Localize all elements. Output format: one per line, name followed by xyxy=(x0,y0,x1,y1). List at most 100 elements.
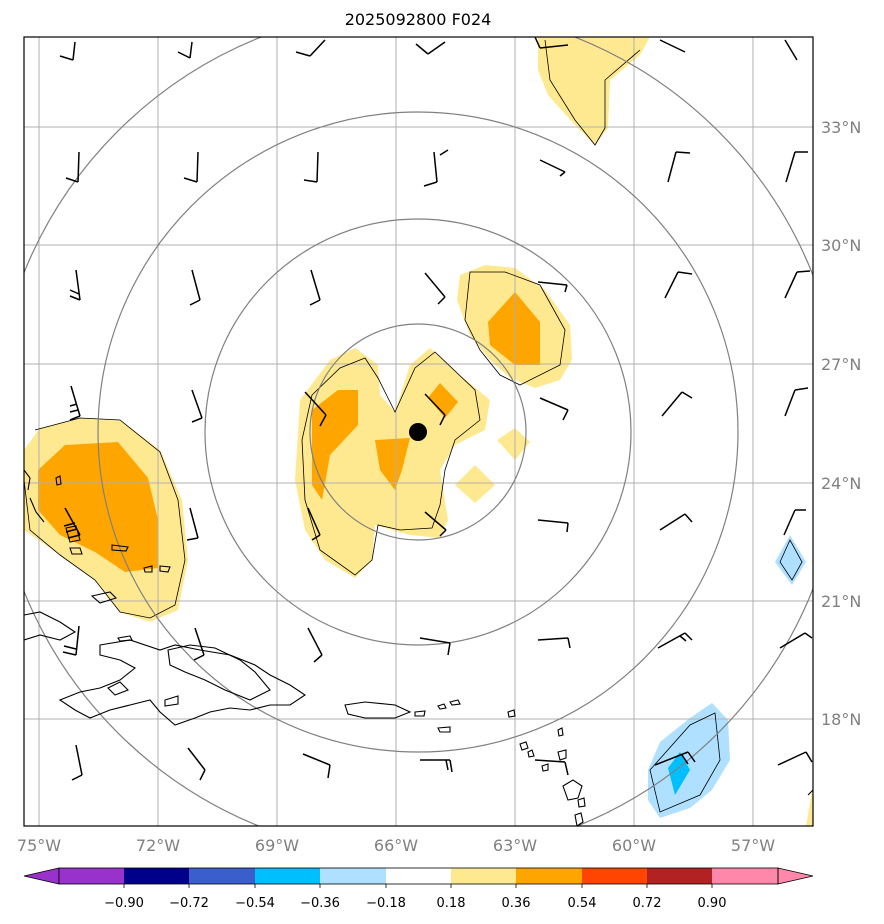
lon-tick-label: 60°W xyxy=(612,836,656,855)
plot-area xyxy=(24,37,813,826)
wind-barb xyxy=(664,271,693,299)
colorbar-segment xyxy=(189,868,255,884)
wind-barb xyxy=(667,151,691,183)
plot-frame xyxy=(23,36,814,827)
colorbar-extend-low xyxy=(23,867,60,885)
island-coast xyxy=(574,812,584,826)
island-coast xyxy=(507,709,516,718)
wind-barb xyxy=(537,281,568,293)
island-coast xyxy=(437,703,447,710)
island-coast xyxy=(527,749,535,758)
wind-barb xyxy=(785,151,808,183)
positive-anomaly-patch xyxy=(806,785,813,826)
wind-barb xyxy=(189,269,201,306)
negative-anomaly-patch xyxy=(775,535,806,585)
colorbar-segment xyxy=(320,868,386,884)
wind-barb xyxy=(661,391,693,417)
wind-barb xyxy=(71,744,83,781)
wind-barb xyxy=(423,149,449,187)
colorbar-label: −0.72 xyxy=(169,896,209,911)
gridlines xyxy=(24,37,813,826)
positive-anomaly-patch xyxy=(455,465,495,503)
positive-anomaly-patch xyxy=(538,37,650,145)
colorbar: −0.90 −0.72 −0.54 −0.36 −0.18 0.18 0.36 … xyxy=(23,867,814,911)
colorbar-segment xyxy=(712,868,778,884)
puerto-rico-coast xyxy=(344,701,412,719)
colorbar-segment xyxy=(451,868,516,884)
colorbar-segment xyxy=(255,868,320,884)
wind-barb xyxy=(186,507,199,541)
wind-barb xyxy=(777,751,813,766)
wind-barb xyxy=(659,513,693,531)
lat-tick-label: 30°N xyxy=(821,236,861,255)
lon-tick-label: 69°W xyxy=(255,836,299,855)
lon-tick-label: 63°W xyxy=(493,836,537,855)
lon-tick-label: 57°W xyxy=(731,836,775,855)
island-coast xyxy=(159,565,171,573)
island-coast xyxy=(90,591,118,604)
wind-barb xyxy=(419,637,451,656)
colorbar-segment xyxy=(582,868,647,884)
wind-barb xyxy=(303,151,319,183)
lat-tick-label: 27°N xyxy=(821,355,861,374)
hispaniola-coast xyxy=(58,639,306,726)
lon-tick-label: 72°W xyxy=(136,836,180,855)
wind-barb xyxy=(415,41,446,55)
strong-positive-anomaly-patch xyxy=(375,438,410,490)
colorbar-segment xyxy=(647,868,712,884)
island-coast xyxy=(69,547,83,555)
colorbar-label: −0.54 xyxy=(235,896,275,911)
wind-barb xyxy=(784,39,798,61)
contour-lines xyxy=(24,39,803,813)
island-coast xyxy=(577,797,586,808)
wind-barb xyxy=(539,397,569,421)
island-coast xyxy=(437,726,451,733)
island-coast xyxy=(111,544,129,552)
island-coast xyxy=(541,763,549,772)
wind-barb xyxy=(69,269,81,301)
island-coast xyxy=(449,699,461,706)
wind-barb xyxy=(537,637,571,649)
wind-barb xyxy=(784,270,811,299)
colorbar-label: 0.36 xyxy=(502,896,531,911)
storm-center-marker xyxy=(409,423,427,441)
colorbar-label: 0.72 xyxy=(633,896,662,911)
negative-anomaly-patch xyxy=(648,703,730,818)
island-coast xyxy=(557,749,567,761)
wind-barbs xyxy=(59,37,813,781)
wind-barb xyxy=(191,389,203,423)
colorbar-extend-high xyxy=(777,867,814,885)
island-coast xyxy=(807,789,813,796)
wind-barb xyxy=(659,39,686,53)
wind-barb xyxy=(302,753,331,779)
lat-tick-label: 21°N xyxy=(821,592,861,611)
island-coast xyxy=(117,635,133,642)
strong-positive-anomaly-patch xyxy=(488,292,540,365)
colorbar-label: −0.18 xyxy=(366,896,406,911)
coastlines xyxy=(24,469,813,826)
wind-barb xyxy=(309,269,321,306)
wind-barb xyxy=(537,519,569,533)
wind-barb xyxy=(307,627,323,663)
colorbar-label: −0.36 xyxy=(300,896,340,911)
colorbar-segment xyxy=(59,868,124,884)
colorbar-label: 0.18 xyxy=(437,896,466,911)
wind-barb xyxy=(65,151,80,183)
strong-positive-anomaly-patch xyxy=(312,390,358,500)
wind-barb xyxy=(59,41,76,61)
wind-barb xyxy=(534,759,569,776)
wind-barb xyxy=(69,385,81,421)
wind-barb xyxy=(424,272,446,305)
strong-positive-anomaly-patch xyxy=(428,383,458,418)
wind-barb xyxy=(784,387,809,417)
lon-tick-label: 75°W xyxy=(17,836,61,855)
wind-barb xyxy=(654,751,696,766)
wind-barb xyxy=(177,41,193,59)
wind-barb xyxy=(539,159,566,177)
lat-tick-label: 24°N xyxy=(821,474,861,493)
colorbar-frame xyxy=(58,867,779,885)
lon-tick-labels: 75°W 72°W 69°W 66°W 63°W 60°W 57°W xyxy=(17,836,775,855)
island-coast xyxy=(562,779,583,801)
island-coast xyxy=(164,695,179,707)
